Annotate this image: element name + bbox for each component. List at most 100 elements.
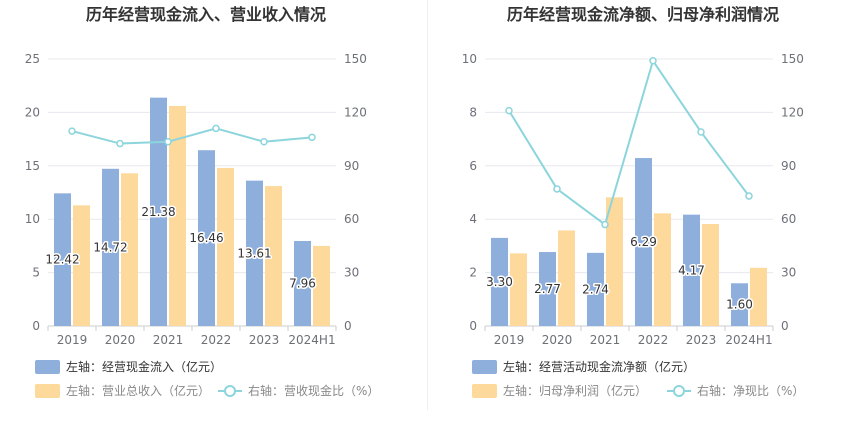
chart2-right-tick-label: 60 — [781, 212, 796, 226]
chart1-right-tick-label: 60 — [344, 212, 359, 226]
chart2-ratio-point — [553, 185, 561, 193]
chart1-bar-data-label: 16.46 — [189, 231, 223, 245]
chart1-legend-swatch-bar2 — [35, 384, 60, 398]
chart2-bar-2 — [558, 230, 575, 326]
chart2-legend-label-line: 右轴：净现比（%） — [697, 383, 804, 398]
chart2-right-tick-label: 0 — [781, 319, 789, 333]
chart1-right-tick-label: 0 — [344, 319, 352, 333]
chart2-bar-1 — [683, 214, 700, 326]
chart1-legend-swatch-line-marker — [224, 385, 236, 397]
chart2-bar-data-label: 3.30 — [486, 275, 513, 289]
chart1-x-tick-label: 2024H1 — [288, 333, 335, 347]
chart1-bar-1 — [198, 150, 215, 326]
chart1-bar-1 — [150, 97, 167, 327]
chart1-ratio-point — [68, 127, 76, 135]
chart2-bar-2 — [606, 197, 623, 326]
chart1-bar-data-label: 7.96 — [289, 276, 316, 290]
chart1-x-tick-label: 2023 — [249, 333, 280, 347]
chart1-left-tick-label: 15 — [25, 159, 40, 173]
chart2-left-tick-label: 8 — [469, 105, 477, 119]
chart1-left-tick-label: 25 — [25, 52, 40, 66]
chart2-ratio-point — [697, 128, 705, 136]
chart2-right-tick-label: 30 — [781, 266, 796, 280]
chart1-ratio-point — [308, 133, 316, 142]
chart1-ratio-line — [71, 127, 313, 145]
chart1-right-tick-label: 30 — [344, 266, 359, 280]
chart2-ratio-point — [601, 220, 609, 229]
chart1-bar-2 — [313, 245, 330, 326]
chart1-legend-swatch-bar1 — [35, 360, 60, 374]
chart1-bar-2 — [73, 205, 90, 326]
chart1-title: 历年经营现金流入、营业收入情况 — [86, 5, 326, 24]
chart2-legend-label-bar1: 左轴：经营活动现金流净额（亿元） — [503, 359, 695, 374]
chart1-bar-data-label: 13.61 — [237, 246, 271, 260]
chart2-bar-1 — [539, 252, 556, 326]
chart1-bar-2 — [169, 105, 186, 326]
chart2-x-tick-label: 2023 — [686, 333, 717, 347]
chart1-right-tick-label: 150 — [344, 52, 367, 66]
chart1-right-tick-label: 120 — [344, 105, 367, 119]
chart2-legend-swatch-bar2 — [472, 384, 497, 398]
chart2-bar-1 — [731, 283, 748, 326]
panel-divider — [427, 0, 428, 410]
chart1-ratio-point — [212, 124, 220, 133]
chart1-bar-data-label: 12.42 — [45, 253, 79, 267]
chart1-legend-label-bar2: 左轴：营业总收入（亿元） — [66, 383, 210, 398]
chart2-bar-1 — [491, 237, 508, 326]
chart1-bar-1 — [54, 193, 71, 326]
chart2-ratio-point — [505, 106, 513, 115]
chart2-bar-data-label: 4.17 — [678, 263, 705, 277]
chart1-x-tick-label: 2021 — [153, 333, 184, 347]
chart1-x-tick-label: 2022 — [201, 333, 232, 347]
chart2-legend-swatch-line-marker — [673, 385, 685, 397]
chart1-bar-2 — [265, 186, 282, 326]
chart2-bar-data-label: 1.60 — [726, 298, 753, 312]
chart2-bar-2 — [702, 224, 719, 326]
chart2-bar-2 — [510, 253, 527, 326]
chart1-legend-label-bar1: 左轴：经营现金流入（亿元） — [66, 359, 222, 374]
chart1-bar-1 — [102, 168, 119, 326]
chart2-left-tick-label: 2 — [469, 266, 477, 280]
chart2-ratio-line — [508, 58, 750, 227]
chart2-bar-2 — [654, 213, 671, 326]
chart1-ratio-point — [164, 138, 172, 146]
chart2-x-tick-label: 2021 — [590, 333, 621, 347]
chart2-bar-data-label: 6.29 — [630, 235, 657, 249]
chart1-bar-1 — [294, 240, 311, 326]
chart1-bar-data-label: 14.72 — [93, 240, 127, 254]
chart1-x-tick-label: 2019 — [57, 333, 88, 347]
chart1-left-tick-label: 20 — [25, 105, 40, 119]
chart1-x-tick-label: 2020 — [105, 333, 136, 347]
chart2-bar-2 — [750, 267, 767, 326]
chart1-bar-2 — [121, 173, 138, 326]
chart2-bar-1 — [587, 252, 604, 326]
chart2-left-tick-label: 4 — [469, 212, 477, 226]
chart1-left-tick-label: 0 — [32, 319, 40, 333]
chart2-bar-data-label: 2.74 — [582, 282, 609, 296]
chart2-ratio-point — [649, 57, 657, 65]
chart2-x-tick-label: 2022 — [638, 333, 669, 347]
chart2-bar-data-label: 2.77 — [534, 282, 561, 296]
chart2-title: 历年经营现金流净额、归母净利润情况 — [507, 5, 779, 24]
chart1-ratio-point — [260, 138, 268, 146]
chart1-bar-data-label: 21.38 — [141, 205, 175, 219]
chart2-bar-1 — [635, 158, 652, 326]
chart2-left-tick-label: 6 — [469, 159, 477, 173]
chart2-x-tick-label: 2024H1 — [725, 333, 772, 347]
chart2-legend-label-bar2: 左轴：归母净利润（亿元） — [503, 383, 647, 398]
chart2-legend-swatch-bar1 — [472, 360, 497, 374]
chart1-bar-2 — [217, 167, 234, 326]
chart2-left-tick-label: 0 — [469, 319, 477, 333]
chart1-bar-1 — [246, 180, 263, 326]
chart1-ratio-point — [116, 139, 124, 148]
chart2-left-tick-label: 10 — [462, 52, 477, 66]
chart1-left-tick-label: 10 — [25, 212, 40, 226]
chart1-right-tick-label: 90 — [344, 159, 359, 173]
chart2-right-tick-label: 90 — [781, 159, 796, 173]
chart1-left-tick-label: 5 — [32, 266, 40, 280]
chart2-right-tick-label: 120 — [781, 105, 804, 119]
chart2-right-tick-label: 150 — [781, 52, 804, 66]
chart1-legend-label-line: 右轴：营收现金比（%） — [248, 383, 379, 398]
